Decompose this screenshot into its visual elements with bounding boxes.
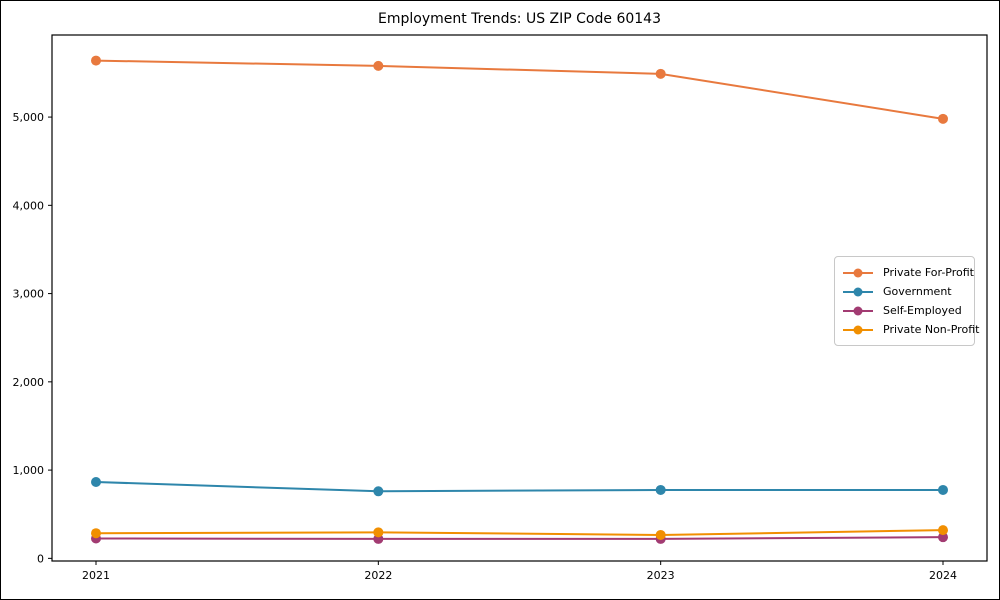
- legend-label: Self-Employed: [883, 304, 962, 317]
- series-marker-government: [91, 477, 101, 488]
- series-line-self-employed: [95, 536, 944, 540]
- legend-marker-dot: [853, 268, 863, 277]
- series-marker-self-employed: [938, 532, 948, 543]
- y-tick-label: 4,000: [13, 199, 45, 212]
- legend-item-private-non-profit: Private Non-Profit: [843, 320, 979, 339]
- y-tick-label: 3,000: [13, 288, 45, 301]
- series-marker-private-for-profit: [938, 113, 948, 124]
- legend-line-sample: [843, 268, 873, 277]
- legend-label: Government: [883, 285, 952, 298]
- chart-title: Employment Trends: US ZIP Code 60143: [378, 11, 661, 27]
- legend-line-sample: [843, 325, 873, 334]
- series-marker-private-non-profit: [91, 528, 101, 539]
- legend-marker-dot: [853, 306, 863, 315]
- legend-marker-dot: [853, 287, 863, 296]
- series-marker-private-non-profit: [655, 529, 666, 540]
- series-marker-private-non-profit: [373, 527, 384, 538]
- y-tick-label: 5,000: [13, 111, 45, 124]
- y-tick-label: 0: [37, 552, 44, 565]
- series-line-private-non-profit: [95, 529, 944, 536]
- legend-line-sample: [843, 287, 873, 296]
- series-line-government: [95, 481, 944, 493]
- legend-item-self-employed: Self-Employed: [843, 301, 974, 320]
- legend: Private For-Profit Government Self-Employe…: [834, 256, 979, 346]
- series-marker-government: [938, 484, 948, 495]
- legend-item-private-for-profit: Private For-Profit: [843, 263, 974, 282]
- legend-line-sample: [843, 306, 873, 315]
- series-marker-private-non-profit: [938, 525, 948, 536]
- series-marker-government: [655, 484, 666, 495]
- series-marker-private-for-profit: [91, 55, 101, 66]
- legend-label: Private Non-Profit: [883, 323, 980, 336]
- series-marker-private-for-profit: [373, 60, 384, 71]
- series-marker-private-for-profit: [655, 68, 666, 79]
- legend-item-government: Government: [843, 282, 974, 301]
- x-tick-label: 2022: [364, 569, 392, 582]
- series-line-private-for-profit: [95, 59, 944, 120]
- legend-marker-dot: [853, 325, 863, 334]
- x-tick-label: 2021: [82, 569, 110, 582]
- series-marker-government: [373, 486, 384, 497]
- y-tick-label: 2,000: [13, 376, 45, 389]
- plot-spines: [51, 34, 988, 562]
- x-tick-label: 2024: [929, 569, 957, 582]
- y-tick-label: 1,000: [13, 464, 45, 477]
- legend-label: Private For-Profit: [883, 266, 974, 279]
- x-tick-label: 2023: [647, 569, 675, 582]
